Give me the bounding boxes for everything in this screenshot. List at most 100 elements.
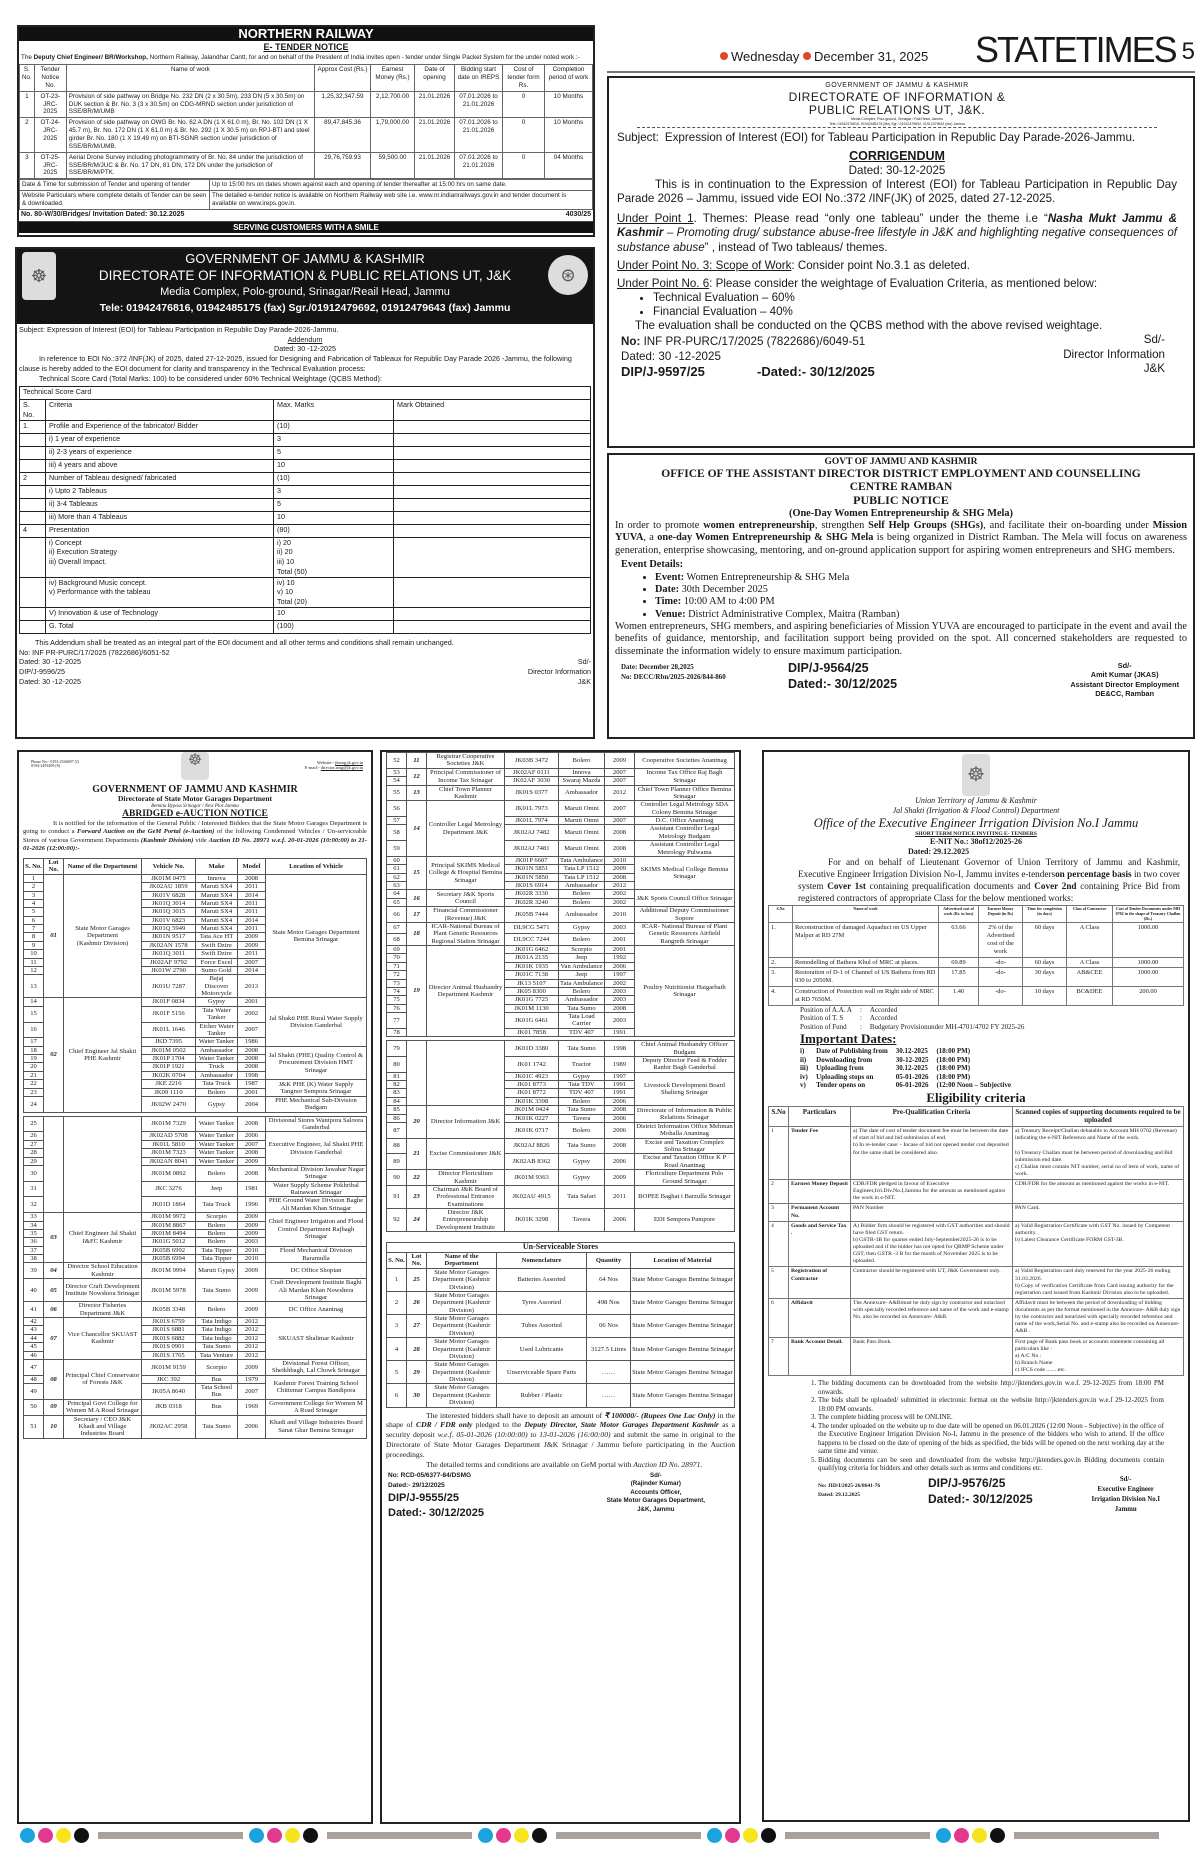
vehicle-row: 70 JK01A 2135 Jeep 1992 (386, 953, 735, 963)
serial-number: 15 (23, 1005, 44, 1023)
table-cell: iv) (800, 1072, 808, 1081)
national-emblem-icon: ☸ (22, 252, 56, 300)
vehicle-number: JK01M 0892 (141, 1164, 196, 1182)
model: 2011 (237, 898, 266, 909)
table-cell: 60 days (1022, 956, 1067, 969)
dept-name: DIRECTORATE OF INFORMATION & PUBLIC RELA… (98, 268, 512, 283)
table-cell: PAN Card. (1012, 1203, 1184, 1222)
vehicle-row: 37 JK05B 6992 Tata Tipper 2010 Flood Mechani… (23, 1245, 367, 1264)
vehicle-number: JK01 1742 (504, 1055, 559, 1073)
table-cell: OT-24-JRC-2025 (33, 117, 67, 153)
location: Additional Deputy Commissioner Sopore (634, 906, 735, 923)
column-header: Mark Obtained (393, 399, 591, 421)
table-cell: Up to 15:00 hrs on dates shown against e… (209, 179, 593, 192)
sign-line: Sd/- (1117, 660, 1132, 670)
column-header: Lot No. (43, 858, 64, 875)
text-run: , and facilitate their on-boarding under (983, 520, 1153, 532)
registration-dot-icon (761, 1827, 776, 1843)
vehicle-number: JK01S 0901 (141, 1342, 196, 1352)
sign-line: J&K (577, 676, 591, 686)
vehicle-number: JK01M 0475 (141, 873, 196, 884)
text-run: of the following Condemned Vehicles / Un… (23, 828, 367, 844)
location: Excise and Taxation Office K P Road Anan… (634, 1153, 735, 1171)
make: Tata Water Tanker (195, 1005, 238, 1023)
serial-number: 86 (386, 1113, 407, 1123)
vehicle-row: 55 13 Chief Town Planner Kashmir JK01S 0377… (386, 784, 735, 802)
make: Scorpio (558, 944, 605, 955)
location: Craft Development Institute Baghi Ali Ma… (265, 1278, 367, 1303)
table-cell: Profile and Experience of the fabricator… (45, 419, 274, 434)
vehicle-row: 79 JK01D 3380 Tata Sumo 1998 Chief Animal Hu… (386, 1040, 735, 1107)
vehicle-row: 39 04 Director School Education Kashmir JK0… (23, 1262, 367, 1280)
column-header: Location of Vehicle (265, 858, 367, 875)
sign-line: Sd/- (1119, 1476, 1132, 1484)
column-header: Tender Notice No. (33, 64, 67, 92)
vehicle-number: JK01D 3380 (504, 1040, 559, 1057)
vehicle-number: JK01P 1704 (141, 1054, 196, 1064)
website-link[interactable]: jksmg.jk.gov.in (335, 760, 363, 765)
reference-block: No: INF PR-PURC/17/2025 (7822686)/6051-5… (19, 648, 170, 687)
criteria-row: iv) Background Music concept. v) Perform… (19, 576, 591, 608)
slogan: SERVING CUSTOMERS WITH A SMILE (19, 221, 593, 233)
vehicle-number: JK01L 7973 (504, 800, 559, 817)
table-cell: (80) (273, 523, 394, 538)
ref-line: No: INF PR-PURC/17/2025 (7822686)/6051-5… (19, 647, 170, 657)
table-cell: CDR/FDR for the amount as mentioned agai… (1012, 1179, 1184, 1205)
model: 2008 (604, 824, 635, 842)
table-cell: ii) (800, 1055, 807, 1064)
make: Tata Ambulance (558, 855, 605, 866)
eligibility-row: 3 Permanent Account No. PAN Number PAN Card… (768, 1203, 1184, 1222)
vehicle-number: JK01S 0377 (504, 784, 559, 802)
table-cell: 64 Nos (586, 1267, 631, 1292)
make: Swift Dzire (195, 949, 238, 959)
serial-number: 58 (386, 824, 407, 842)
event-key: Date: (655, 583, 680, 595)
make: Tractor (558, 1055, 605, 1073)
signature-block: Sd/- Director Information J&K (528, 657, 591, 686)
store-row: 1 25 State Motor Garages Department (Kashm… (386, 1267, 735, 1292)
office-name: OFFICE OF THE ASSISTANT DIRECTOR DISTRIC… (661, 468, 1141, 493)
vehicle-number: JK02R 3240 (504, 897, 559, 908)
terms-paragraph: The detailed terms and conditions are av… (386, 1460, 735, 1470)
make: Tata LP 1512 (558, 864, 605, 874)
model: 2011 (237, 882, 266, 892)
lot-number: 03 (43, 1212, 64, 1264)
theme-name: Nasha Mukt Jammu & Kashmir (617, 212, 1177, 240)
eligibility-row: 7 Bank Account Detail. Bank Pass Book. Firs… (768, 1336, 1184, 1377)
serial-number: 54 (386, 776, 407, 786)
ref-date: Dated: 29.12.2025 (818, 1492, 861, 1499)
department: Director J&K Entrepreneurship Developmen… (426, 1207, 505, 1233)
table-cell: State Motor Garages Bemina Srinagar (630, 1337, 735, 1362)
serial-number: 72 (386, 970, 407, 980)
column-header: Advertised cost of work (Rs. in lacs) (938, 904, 979, 924)
table-cell: 7 (768, 1336, 789, 1377)
table-cell: Budgetary Provisionunder MH-4701/4702 FY… (869, 1022, 1025, 1031)
table-cell: 5 (768, 1266, 789, 1299)
criteria-row: i) Concept ii) Execution Strategy iii) O… (19, 536, 591, 578)
tender-row: 1 OT-23-JRC-2025 Provision of side pathway… (19, 90, 593, 119)
make: Maruti Omni (558, 815, 605, 826)
table-cell: 26 (406, 1290, 427, 1316)
make: Maruti SX4 (195, 882, 238, 892)
department: Director Floriculture Kashmir (426, 1169, 505, 1186)
vehicle-row: 88 21 Excise Commissioner J&K JK02AJ 8826 Ta… (386, 1137, 735, 1171)
table-cell: 200.00 (1112, 986, 1184, 1006)
text-run: in the shape of (386, 1410, 735, 1430)
vehicle-number: JK13 5107 (504, 978, 559, 988)
addendum-heading: Addendum (287, 334, 323, 344)
department: Chief Town Planner Kashmir (426, 784, 505, 802)
make: Maruti SX4 (195, 898, 238, 909)
serial-number: 39 (23, 1262, 44, 1280)
model: 2009 (604, 1169, 635, 1186)
serial-number: 44 (23, 1333, 44, 1344)
table-cell: 1000.00 (1112, 956, 1184, 969)
column-header: Scanned copies of supporting documents r… (1012, 1105, 1184, 1128)
vehicle-row: 74 JK05 8300 Bolero 2003 (386, 986, 735, 997)
table-cell: 4 (19, 523, 46, 538)
table-cell: 3. (768, 967, 793, 988)
smgd-auction-ad: Phone No:- 0191-2546697 (J) 0194-2493309… (17, 750, 373, 1824)
bullet-dot-icon (720, 52, 728, 60)
location: J&K Sports Council Office Srinagar (634, 889, 735, 908)
email-link[interactable]: director.smg@jk.gov.in (320, 765, 363, 771)
notice-date: Date: December 28,2025 (621, 662, 694, 671)
